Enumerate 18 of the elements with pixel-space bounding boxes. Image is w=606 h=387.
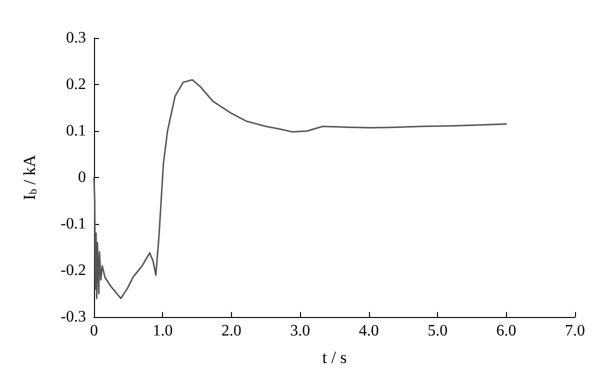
x-axis-title: t / s — [322, 348, 347, 367]
y-tick-label: 0 — [78, 169, 86, 186]
y-axis-title: Ib / kA — [20, 154, 40, 200]
y-tick-label: 0.3 — [66, 30, 86, 46]
x-tick-label: 2.0 — [221, 322, 242, 340]
y-tick-label: 0.1 — [66, 122, 86, 140]
x-tick-label: 6.0 — [496, 322, 516, 340]
x-tick-label: 3.0 — [290, 322, 310, 340]
x-tick-label: 4.0 — [358, 322, 379, 340]
line-series — [93, 79, 508, 300]
x-tick-label: 0 — [90, 322, 98, 340]
x-tick-label: 5.0 — [428, 322, 448, 340]
x-tick-label: 7.0 — [565, 322, 585, 340]
x-tick-label: 1.0 — [152, 322, 173, 340]
y-tick-label: -0.1 — [60, 216, 86, 232]
y-tick-label: -0.3 — [60, 308, 86, 326]
y-tick-label: 0.2 — [66, 76, 86, 93]
y-tick-label: -0.2 — [60, 262, 86, 279]
